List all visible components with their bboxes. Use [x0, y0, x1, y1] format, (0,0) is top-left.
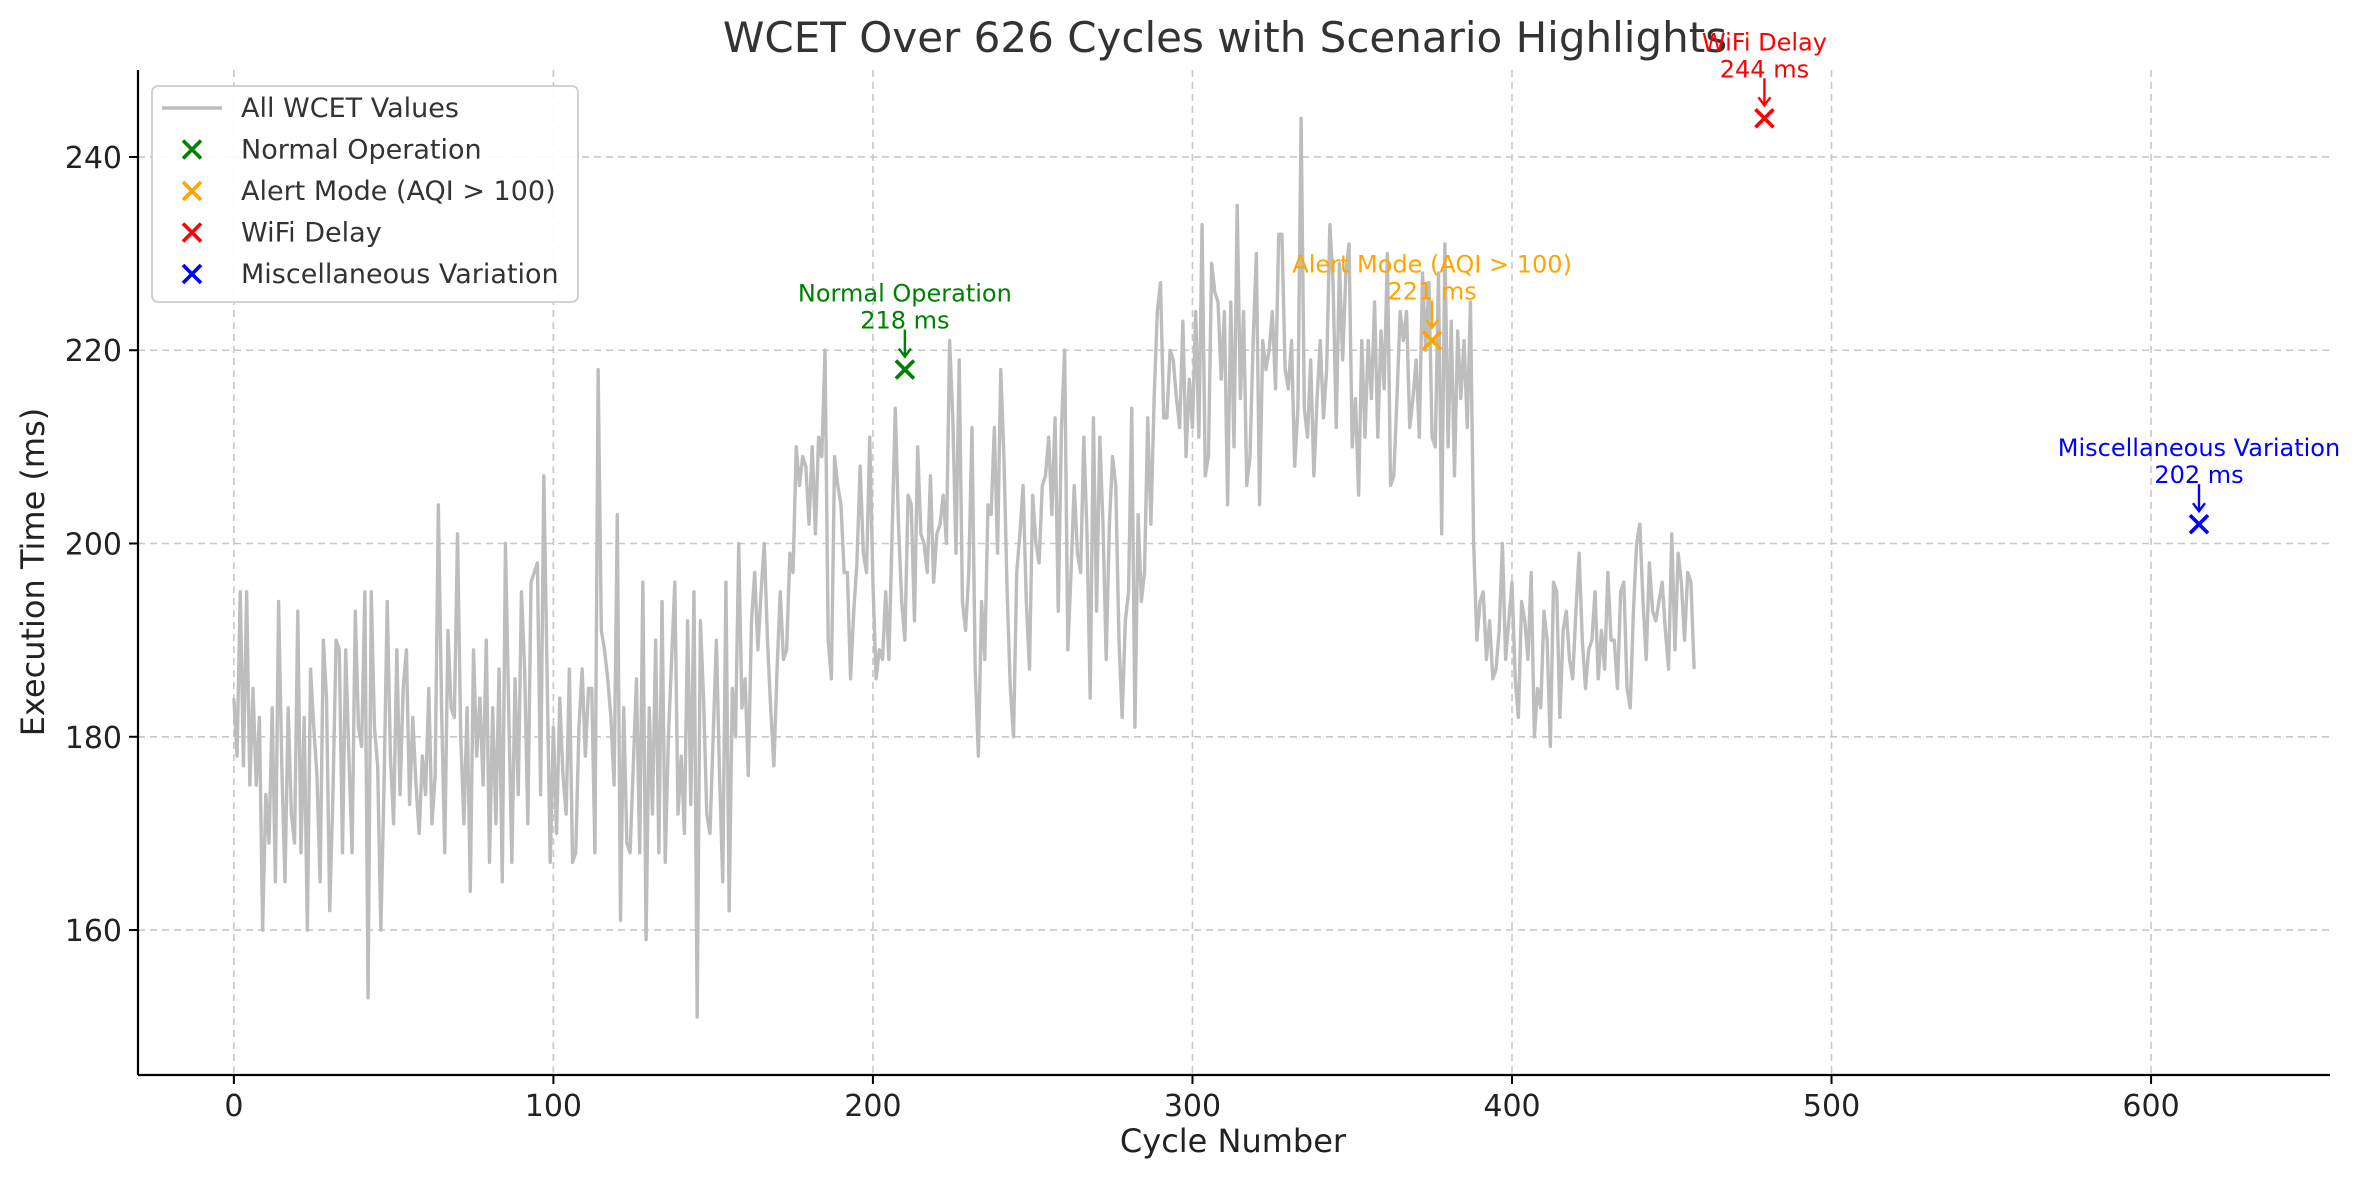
legend-label: Miscellaneous Variation — [241, 259, 559, 290]
legend-label: WiFi Delay — [241, 218, 382, 249]
x-tick-label: 400 — [1483, 1089, 1540, 1124]
annotation-label-normal-operation: Normal Operation — [798, 280, 1012, 308]
x-axis-label: Cycle Number — [1120, 1122, 1347, 1160]
legend-swatch-cross — [181, 139, 203, 160]
annotation-label-miscellaneous-variation: Miscellaneous Variation — [2058, 434, 2340, 462]
legend: All WCET Values Normal Operation Alert Mod… — [151, 85, 579, 303]
marker-stroke — [181, 263, 203, 285]
marker-stroke — [2188, 513, 2210, 535]
legend-swatch-cross — [181, 263, 203, 285]
legend-frame — [151, 85, 579, 303]
marker-stroke — [894, 359, 916, 380]
legend-label: Normal Operation — [241, 135, 482, 166]
annotation-label-wifi-delay: WiFi Delay — [1702, 28, 1827, 56]
axes: 0 100 200 300 400 500 600 160 180 200 220 240 — [65, 70, 2330, 1124]
x-tick-label: 200 — [844, 1089, 901, 1124]
x-tick-label: 0 — [224, 1089, 243, 1124]
legend-label: Alert Mode (AQI > 100) — [241, 176, 556, 207]
x-tick-label: 100 — [525, 1089, 582, 1124]
x-tick-label: 300 — [1164, 1089, 1221, 1124]
highlight-marker-normal-operation — [894, 359, 916, 380]
legend-label: All WCET Values — [241, 93, 459, 124]
annotation-value-normal-operation: 218 ms — [860, 307, 949, 335]
highlight-marker-miscellaneous-variation — [2188, 513, 2210, 535]
y-tick-label: 200 — [65, 528, 122, 563]
y-tick-label: 180 — [65, 721, 122, 756]
annotation-value-alert-mode-aqi-100: 221 ms — [1387, 278, 1476, 306]
annotation-arrow-head — [1757, 96, 1772, 108]
series-line-all-wcet-values — [232, 116, 1696, 1019]
marker-stroke — [1754, 108, 1775, 129]
highlight-marker-wifi-delay — [1754, 108, 1775, 129]
y-tick-label: 220 — [65, 334, 122, 369]
annotation-arrow-head — [2192, 502, 2206, 514]
annotation-arrow-head — [897, 347, 912, 359]
annotation-arrow-head — [1425, 318, 1440, 330]
y-tick-label: 160 — [65, 914, 122, 949]
annotation-label-alert-mode-aqi-100: Alert Mode (AQI > 100) — [1292, 251, 1572, 279]
marker-stroke — [1421, 330, 1443, 351]
y-tick-label: 240 — [65, 141, 122, 176]
legend-swatch-cross — [181, 222, 203, 243]
series-layer — [232, 116, 1696, 1019]
legend-swatch-cross — [181, 180, 203, 202]
annotation-value-miscellaneous-variation: 202 ms — [2154, 461, 2243, 489]
x-tick-label: 500 — [1803, 1089, 1860, 1124]
chart-title: WCET Over 626 Cycles with Scenario Highl… — [723, 13, 1727, 62]
marker-stroke — [181, 139, 203, 160]
marker-stroke — [181, 222, 203, 243]
x-tick-label: 600 — [2122, 1089, 2179, 1124]
legend-items: All WCET Values Normal Operation Alert Mod… — [162, 93, 559, 290]
highlight-marker-alert-mode-aqi-100 — [1421, 330, 1443, 351]
annotation-value-wifi-delay: 244 ms — [1720, 55, 1809, 83]
marker-stroke — [181, 180, 203, 202]
y-axis-label: Execution Time (ms) — [14, 408, 52, 737]
